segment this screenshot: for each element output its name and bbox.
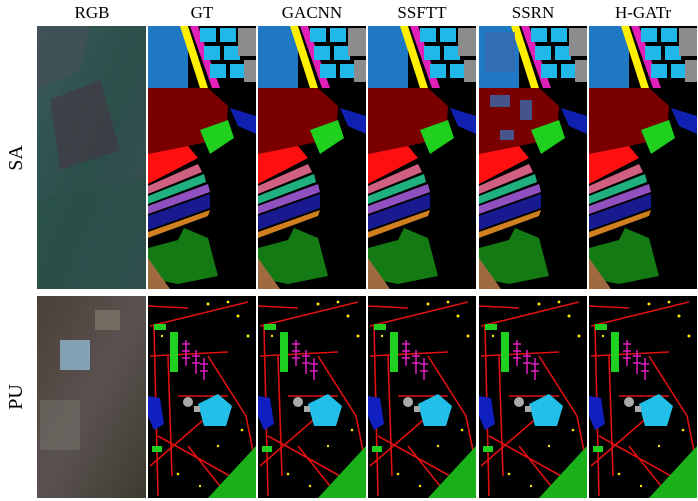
rgb-sa <box>37 26 146 289</box>
column-header: GACNN <box>282 3 342 22</box>
column-header: SSRN <box>512 3 555 22</box>
maps <box>148 26 697 498</box>
column-header: SSFTT <box>397 3 447 22</box>
rgb-pu <box>37 296 146 498</box>
column-header: GT <box>191 3 214 22</box>
row-label: SA <box>5 145 27 171</box>
figure: RGB GT GACNN SSFTT SSRN H-GATr SA PU <box>0 0 698 501</box>
column-header: RGB <box>75 3 110 22</box>
row-label: PU <box>5 384 27 410</box>
column-header: H-GATr <box>615 3 671 22</box>
